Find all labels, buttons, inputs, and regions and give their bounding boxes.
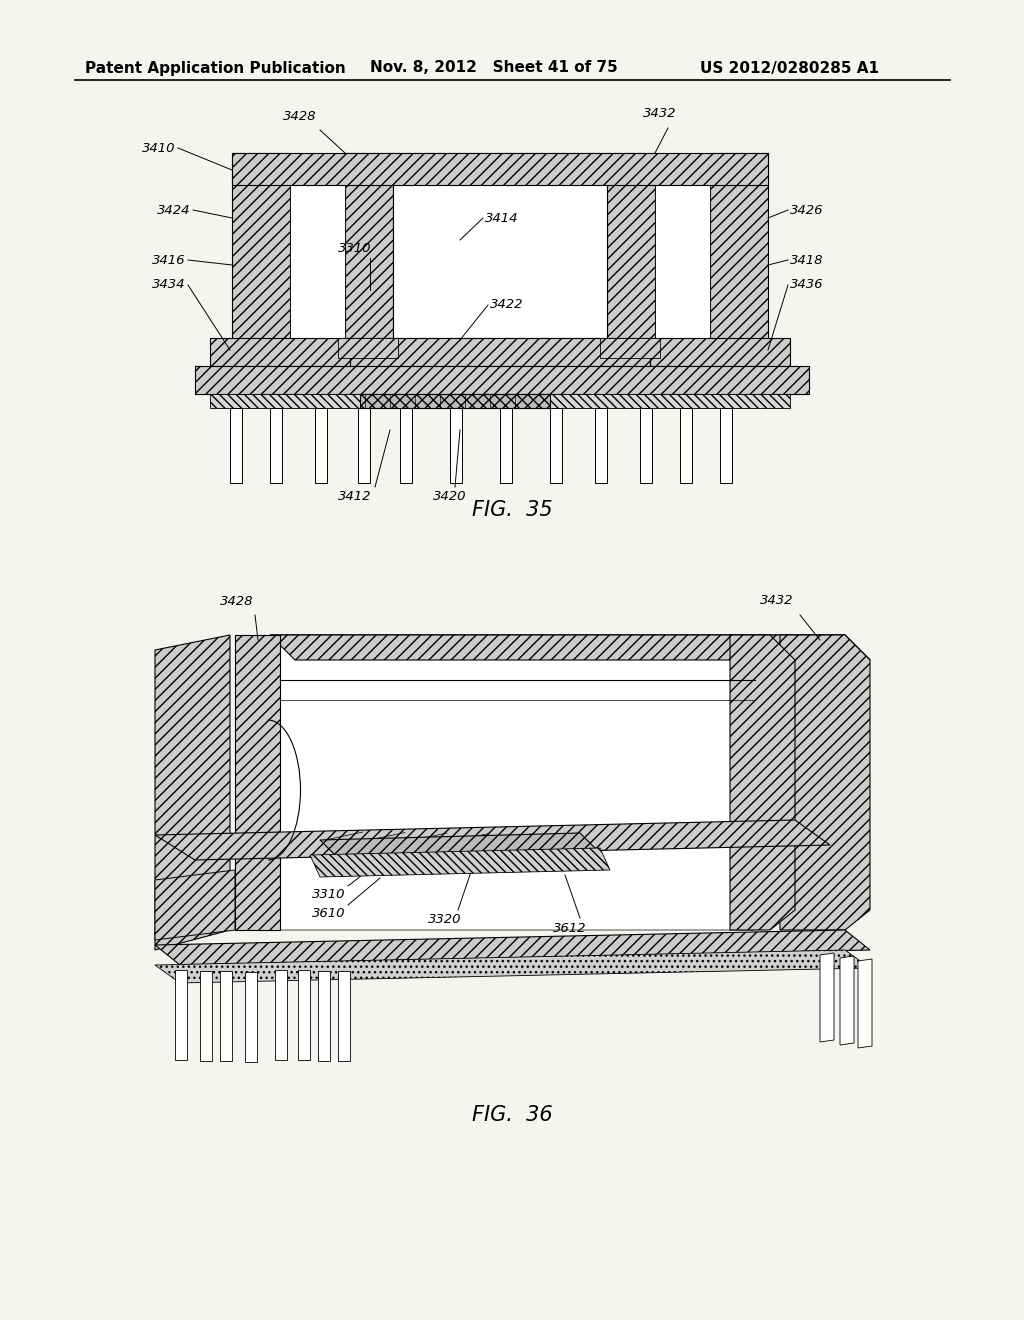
Bar — [358, 408, 370, 483]
Bar — [232, 153, 290, 383]
Text: 3414: 3414 — [485, 211, 518, 224]
Bar — [680, 408, 692, 483]
Bar — [550, 408, 562, 483]
Polygon shape — [155, 931, 870, 965]
Polygon shape — [234, 635, 280, 931]
Text: Nov. 8, 2012   Sheet 41 of 75: Nov. 8, 2012 Sheet 41 of 75 — [370, 61, 617, 75]
Bar — [393, 153, 607, 338]
Bar — [315, 408, 327, 483]
Text: FIG.  36: FIG. 36 — [472, 1105, 552, 1125]
Text: 3416: 3416 — [152, 253, 185, 267]
Bar — [640, 408, 652, 483]
Text: 3424: 3424 — [157, 203, 190, 216]
Text: 3432: 3432 — [643, 107, 677, 120]
Polygon shape — [155, 635, 230, 950]
Text: FIG.  35: FIG. 35 — [472, 500, 552, 520]
Bar — [400, 408, 412, 483]
Bar — [650, 338, 790, 366]
Text: 3320: 3320 — [428, 913, 462, 927]
Bar — [230, 408, 242, 483]
Polygon shape — [780, 635, 870, 931]
Polygon shape — [338, 972, 350, 1061]
Bar — [360, 393, 550, 408]
Bar — [210, 393, 790, 408]
Text: 3432: 3432 — [760, 594, 794, 607]
Text: 3310: 3310 — [338, 242, 372, 255]
Polygon shape — [155, 820, 830, 861]
Polygon shape — [155, 870, 234, 940]
Text: 3434: 3434 — [152, 279, 185, 292]
Bar — [195, 366, 809, 393]
Polygon shape — [175, 970, 187, 1060]
Polygon shape — [840, 956, 854, 1045]
Bar — [210, 338, 350, 366]
Text: US 2012/0280285 A1: US 2012/0280285 A1 — [700, 61, 879, 75]
Bar — [338, 338, 398, 358]
Bar — [600, 338, 660, 358]
Text: 3426: 3426 — [790, 203, 823, 216]
Polygon shape — [858, 960, 872, 1048]
Bar — [710, 153, 768, 383]
Text: 3410: 3410 — [141, 141, 175, 154]
Text: 3428: 3428 — [284, 110, 316, 123]
Text: 3418: 3418 — [790, 253, 823, 267]
Bar — [720, 408, 732, 483]
Polygon shape — [270, 635, 870, 660]
Text: 3420: 3420 — [433, 490, 467, 503]
Text: 3422: 3422 — [490, 298, 523, 312]
Polygon shape — [298, 970, 310, 1060]
Polygon shape — [155, 950, 870, 983]
Text: 3310: 3310 — [311, 888, 345, 902]
Polygon shape — [220, 972, 232, 1061]
Bar — [345, 153, 393, 338]
Bar — [450, 408, 462, 483]
Polygon shape — [318, 970, 330, 1060]
Polygon shape — [245, 972, 257, 1061]
Polygon shape — [200, 970, 212, 1060]
Bar — [270, 408, 282, 483]
Polygon shape — [280, 635, 755, 931]
Bar — [607, 153, 655, 338]
Polygon shape — [820, 953, 834, 1041]
Bar — [232, 153, 768, 185]
Polygon shape — [319, 833, 600, 861]
Bar — [290, 153, 345, 338]
Polygon shape — [270, 635, 870, 660]
Text: 3412: 3412 — [338, 490, 372, 503]
Polygon shape — [275, 970, 287, 1060]
Bar — [655, 153, 710, 338]
Text: 3610: 3610 — [311, 907, 345, 920]
Polygon shape — [730, 635, 795, 931]
Polygon shape — [310, 847, 610, 876]
Bar — [595, 408, 607, 483]
Text: 3428: 3428 — [220, 595, 254, 609]
Text: 3612: 3612 — [553, 921, 587, 935]
Bar — [500, 408, 512, 483]
Text: 3436: 3436 — [790, 279, 823, 292]
Text: Patent Application Publication: Patent Application Publication — [85, 61, 346, 75]
Bar — [350, 338, 650, 366]
